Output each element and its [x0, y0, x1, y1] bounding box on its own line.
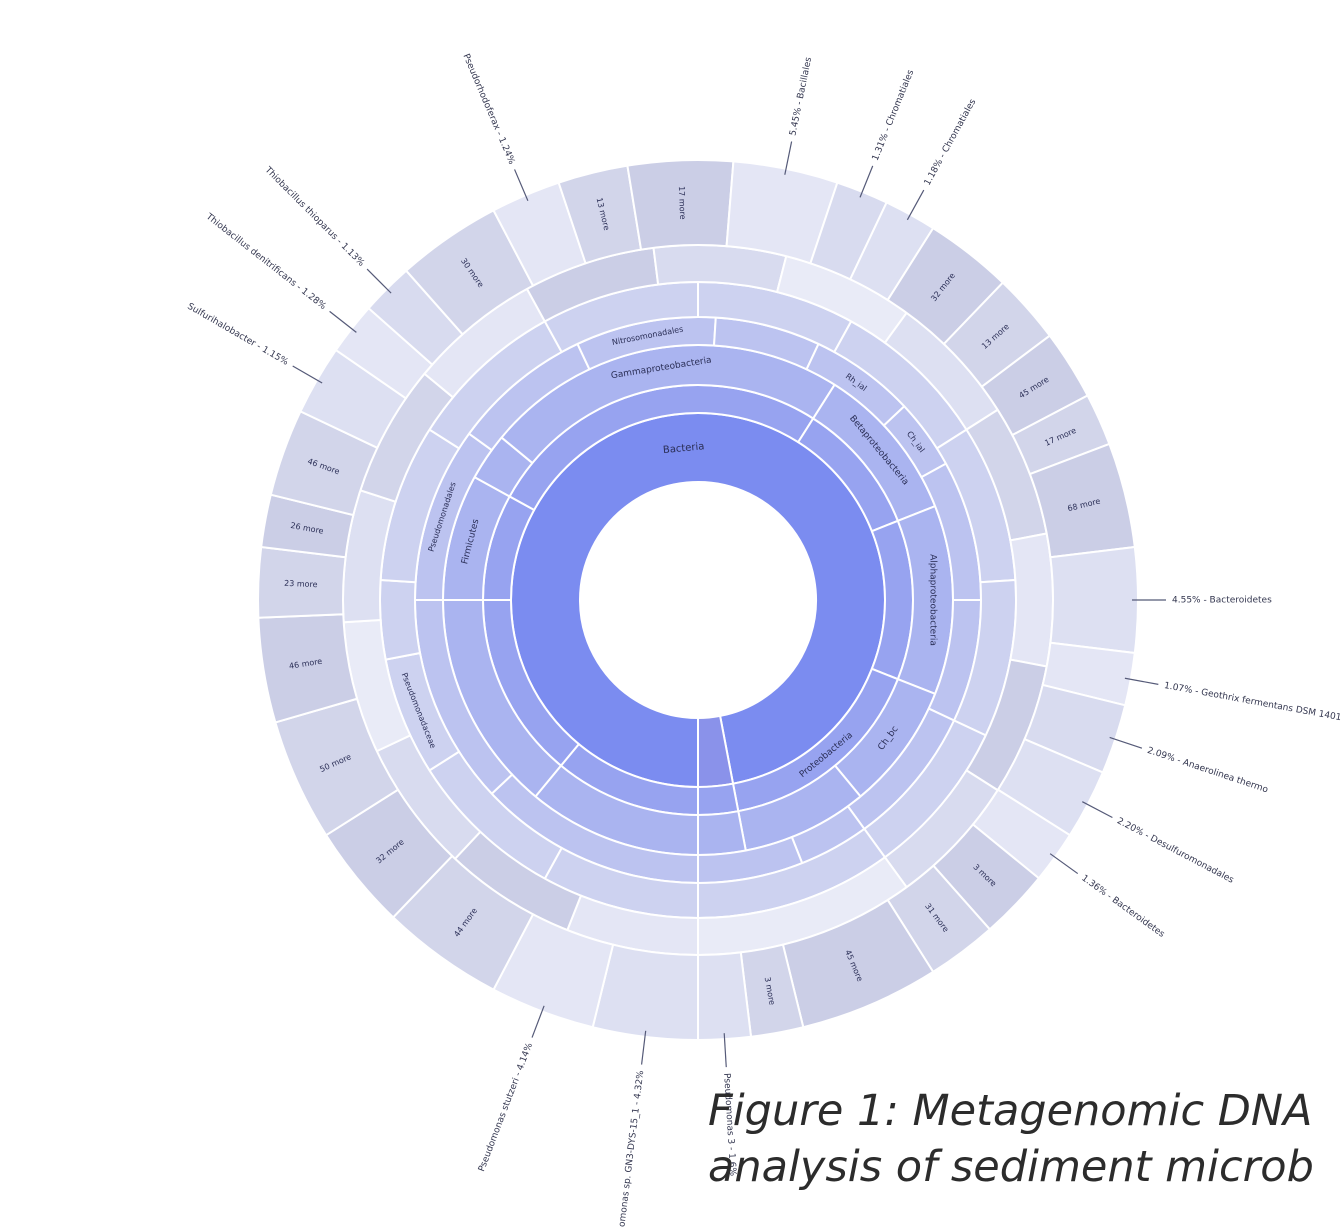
species-label: 1.31% - Chromatiales [871, 68, 917, 162]
species-label: Pseudomonas stutzeri - 4.14% [477, 1041, 535, 1173]
segment-label: Bacteria [662, 441, 704, 456]
leader-line [1124, 677, 1159, 685]
leader-line [1109, 736, 1143, 749]
arc-class-9 [697, 810, 747, 857]
leader-line [366, 268, 392, 294]
segment-label: 23 more [284, 579, 318, 589]
leader-line [723, 1033, 727, 1068]
species-label: 2.20% - Desulfuromonadales [1115, 816, 1235, 886]
species-label: 1.07% - Geothrix fermentans DSM 14018 [1163, 681, 1341, 724]
species-label: Thiobacillus thioparus - 1.13% [262, 165, 366, 269]
segment-label: Alphaproteobacteria [928, 554, 938, 646]
figure-caption: Figure 1: Metagenomic DNA analysis of se… [708, 1083, 1341, 1195]
leader-line [514, 169, 529, 201]
species-label: 5.45% - Bacillales [788, 56, 814, 137]
species-label: Pseudomonas sp. GN3-DYS-15_1 - 4.32% [614, 1070, 646, 1227]
arc-genus-12 [1009, 532, 1054, 668]
species-label: Sulfurihalobacter - 1.15% [185, 302, 290, 368]
segment-label: 17 more [677, 186, 687, 220]
arc-family-3 [379, 578, 422, 661]
leader-line [292, 365, 323, 384]
leader-line [906, 189, 925, 221]
caption-line-2: analysis of sediment microb [708, 1142, 1314, 1192]
leader-line [329, 310, 357, 333]
caption-line-1: Figure 1: Metagenomic DNA [708, 1086, 1313, 1136]
leader-line [784, 141, 793, 175]
species-label: 1.18% - Chromatiales [923, 97, 979, 187]
arc-phylum-7 [697, 782, 740, 817]
species-label: 2.09% - Anaerolinea thermo [1146, 746, 1270, 796]
leader-line [1082, 801, 1113, 819]
species-label: 4.55% - Bacteroidetes [1172, 596, 1272, 606]
species-label: 1.36% - Bacteroidetes [1079, 873, 1166, 940]
species-label: Pseudorhodoferax - 1.24% [460, 53, 516, 167]
species-label: Thiobacillus denitrificans - 1.28% [203, 211, 328, 312]
leader-line [859, 165, 874, 198]
leader-line [531, 1005, 545, 1038]
leader-line [1049, 853, 1079, 875]
leader-line [640, 1030, 647, 1065]
arc-species-33 [697, 951, 753, 1042]
arc-species-24 [1049, 545, 1139, 655]
sunburst-rings [257, 159, 1139, 1042]
